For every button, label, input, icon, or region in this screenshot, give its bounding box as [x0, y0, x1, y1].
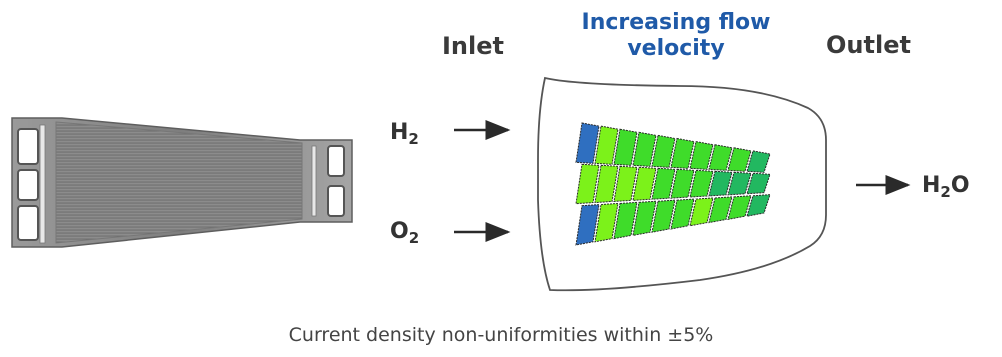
- o2-sub: 2: [408, 229, 420, 247]
- heatmap-cell: [613, 201, 638, 240]
- inlet-label: Inlet: [442, 32, 504, 60]
- heatmap-cell: [708, 144, 733, 171]
- heatmap-cell: [689, 197, 714, 227]
- current-density-heatmap: [575, 122, 771, 246]
- heatmap-cell: [727, 195, 752, 221]
- flow-velocity-line2: velocity: [627, 36, 725, 61]
- heatmap-cell: [594, 202, 619, 243]
- heatmap-cell: [575, 204, 600, 246]
- heatmap-cell: [575, 163, 600, 205]
- o2-base: O: [390, 219, 409, 244]
- heatmap-cell: [632, 166, 657, 201]
- heatmap-cell: [746, 150, 771, 173]
- heatmap-cell: [651, 199, 676, 233]
- h2o-base: H: [922, 173, 941, 198]
- heatmap-cell: [613, 128, 638, 166]
- h2o-tail: O: [950, 173, 970, 198]
- heatmap-cell: [708, 196, 733, 224]
- heatmap-cell: [613, 165, 638, 203]
- h2o-outlet-label: H2O: [922, 173, 970, 201]
- heatmap-cell: [651, 167, 676, 200]
- heatmap-cell: [746, 194, 771, 217]
- heatmap-cell: [708, 170, 733, 197]
- h2-sub: 2: [408, 130, 419, 148]
- flow-velocity-line1: Increasing flow: [581, 10, 771, 35]
- heatmap-cell: [727, 171, 752, 196]
- heatmap-cell: [670, 137, 695, 169]
- heatmap-cell: [746, 172, 771, 195]
- flow-cell-outline: [537, 76, 827, 292]
- heatmap-cell: [670, 168, 695, 199]
- h2o-sub: 2: [940, 183, 951, 201]
- h2-base: H: [390, 120, 409, 145]
- flow-velocity-label: Increasing flow velocity: [556, 10, 796, 62]
- heatmap-cell: [651, 134, 676, 168]
- heatmap-cell: [632, 200, 657, 237]
- heatmap-cell: [594, 164, 619, 204]
- outlet-label: Outlet: [826, 31, 911, 59]
- heatmap-cell: [727, 147, 752, 172]
- caption-text: Current density non-uniformities within …: [288, 324, 714, 346]
- heatmap-cell: [594, 125, 619, 165]
- heatmap-cell: [689, 169, 714, 198]
- o2-inlet-label: O2: [390, 219, 419, 247]
- heatmap-cell: [670, 198, 695, 230]
- h2-inlet-label: H2: [390, 120, 419, 148]
- heatmap-cell: [689, 141, 714, 170]
- heatmap-cell: [575, 122, 600, 164]
- heatmap-cell: [632, 131, 657, 167]
